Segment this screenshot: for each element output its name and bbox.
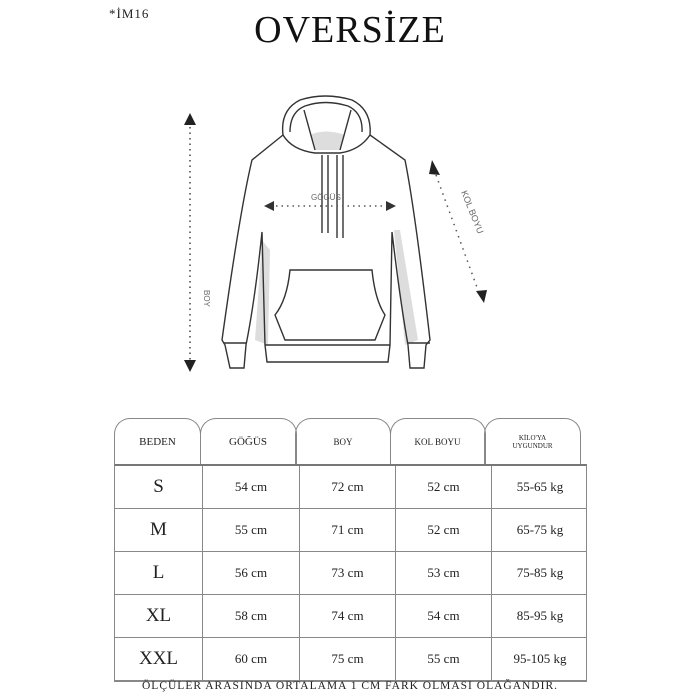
arrow-up-icon — [429, 160, 440, 175]
length-measure: BOY — [184, 113, 211, 372]
header-weight: KİLO'YA UYGUNDUR — [484, 418, 581, 464]
cell-sleeve: 53 cm — [395, 552, 491, 594]
cell-sleeve: 54 cm — [395, 595, 491, 637]
cell-sleeve: 52 cm — [395, 466, 491, 508]
arrow-right-icon — [386, 201, 396, 211]
table-body: S 54 cm 72 cm 52 cm 55-65 kg M 55 cm 71 cm 52 cm… — [114, 464, 587, 682]
cell-length: 71 cm — [299, 509, 395, 551]
footer-note: ÖLÇÜLER ARASINDA ORTALAMA 1 CM FARK OLMA… — [141, 680, 558, 692]
table-row: XXL 60 cm 75 cm 55 cm 95-105 kg — [115, 637, 586, 680]
cell-chest: 55 cm — [202, 509, 299, 551]
cell-weight: 75-85 kg — [491, 552, 588, 594]
cell-length: 73 cm — [299, 552, 395, 594]
cell-chest: 56 cm — [202, 552, 299, 594]
table-row: L 56 cm 73 cm 53 cm 75-85 kg — [115, 551, 586, 594]
sleeve-label: KOL BOYU — [459, 189, 485, 235]
size-table: BEDEN GÖĞÜS BOY KOL BOYU KİLO'YA UYGUNDU… — [114, 418, 587, 682]
cell-length: 74 cm — [299, 595, 395, 637]
page-title: OVERSİZE — [254, 9, 446, 51]
cell-weight: 85-95 kg — [491, 595, 588, 637]
arrow-up-icon — [184, 113, 196, 125]
arrow-left-icon — [264, 201, 274, 211]
hoodie-illustration — [221, 95, 431, 369]
header-size: BEDEN — [114, 418, 201, 464]
arrow-down-icon — [476, 290, 487, 303]
chest-measure: GÖGÜS — [264, 193, 396, 211]
cell-size: S — [153, 476, 164, 497]
chest-label: GÖGÜS — [311, 193, 341, 202]
cell-length: 75 cm — [299, 638, 395, 680]
product-code: *İM16 — [109, 6, 150, 21]
cell-sleeve: 52 cm — [395, 509, 491, 551]
sleeve-measure: KOL BOYU — [429, 160, 487, 303]
cell-size: XXL — [138, 648, 179, 669]
header-chest: GÖĞÜS — [199, 418, 297, 464]
length-label: BOY — [202, 290, 211, 308]
cell-chest: 60 cm — [202, 638, 299, 680]
header-length: BOY — [295, 418, 391, 464]
cell-weight: 65-75 kg — [491, 509, 588, 551]
cell-size: L — [152, 562, 165, 583]
cell-chest: 58 cm — [202, 595, 299, 637]
cell-length: 72 cm — [299, 466, 395, 508]
table-row: XL 58 cm 74 cm 54 cm 85-95 kg — [115, 594, 586, 637]
cell-weight: 55-65 kg — [491, 466, 588, 508]
table-row: M 55 cm 71 cm 52 cm 65-75 kg — [115, 508, 586, 551]
hoodie-diagram: BOY GÖGÜS KOL BOYU — [184, 95, 487, 372]
cell-weight: 95-105 kg — [491, 638, 588, 680]
cell-chest: 54 cm — [202, 466, 299, 508]
table-header: BEDEN GÖĞÜS BOY KOL BOYU KİLO'YA UYGUNDU… — [114, 418, 587, 464]
arrow-down-icon — [184, 360, 196, 372]
cell-sleeve: 55 cm — [395, 638, 491, 680]
table-row: S 54 cm 72 cm 52 cm 55-65 kg — [115, 466, 586, 508]
cell-size: M — [150, 519, 167, 540]
header-sleeve: KOL BOYU — [389, 418, 486, 464]
cell-size: XL — [145, 605, 172, 626]
